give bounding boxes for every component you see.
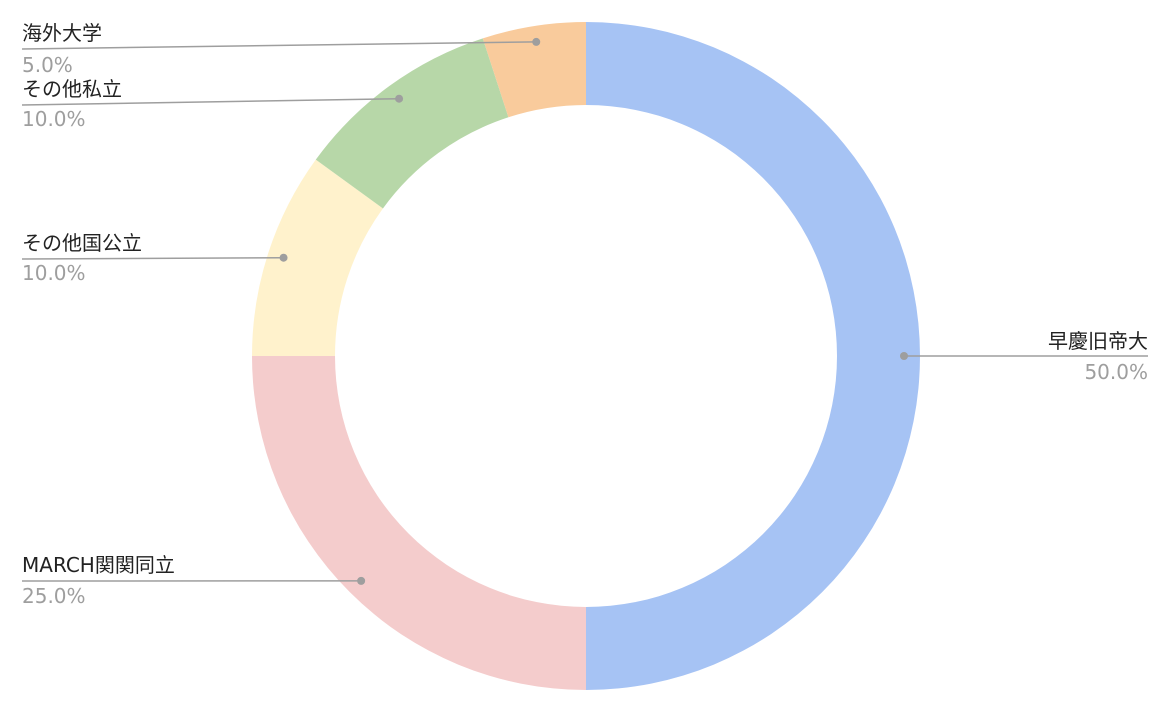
- slice-2: [252, 356, 586, 690]
- category-label-2: MARCH関関同立: [22, 553, 175, 577]
- value-label-5: 5.0%: [22, 53, 73, 77]
- labels-group: 早慶旧帝大 50.0% MARCH関関同立 25.0% その他国公立 10.0% その他私立…: [22, 21, 1148, 608]
- leader-dot-2: [357, 576, 366, 585]
- leader-dot-1: [900, 352, 908, 360]
- slices-group: [252, 22, 920, 690]
- leader-line-5: [21, 41, 537, 50]
- leaders-group: [21, 37, 1148, 585]
- category-label-5: 海外大学: [22, 21, 102, 45]
- value-label-4: 10.0%: [22, 107, 86, 131]
- category-label-1: 早慶旧帝大: [1048, 329, 1148, 353]
- leader-dot-3: [279, 253, 288, 262]
- value-label-2: 25.0%: [22, 584, 86, 608]
- slice-1: [586, 22, 920, 690]
- value-label-3: 10.0%: [22, 261, 86, 285]
- leader-dot-4: [395, 94, 404, 103]
- leader-line-3: [21, 256, 284, 260]
- slice-4: [315, 38, 509, 209]
- leader-dot-5: [532, 37, 541, 46]
- slice-3: [252, 159, 383, 356]
- slice-5: [482, 22, 586, 118]
- category-label-3: その他国公立: [22, 231, 142, 255]
- leader-line-4: [21, 97, 400, 106]
- category-label-4: その他私立: [22, 77, 122, 101]
- value-label-1: 50.0%: [1084, 360, 1148, 384]
